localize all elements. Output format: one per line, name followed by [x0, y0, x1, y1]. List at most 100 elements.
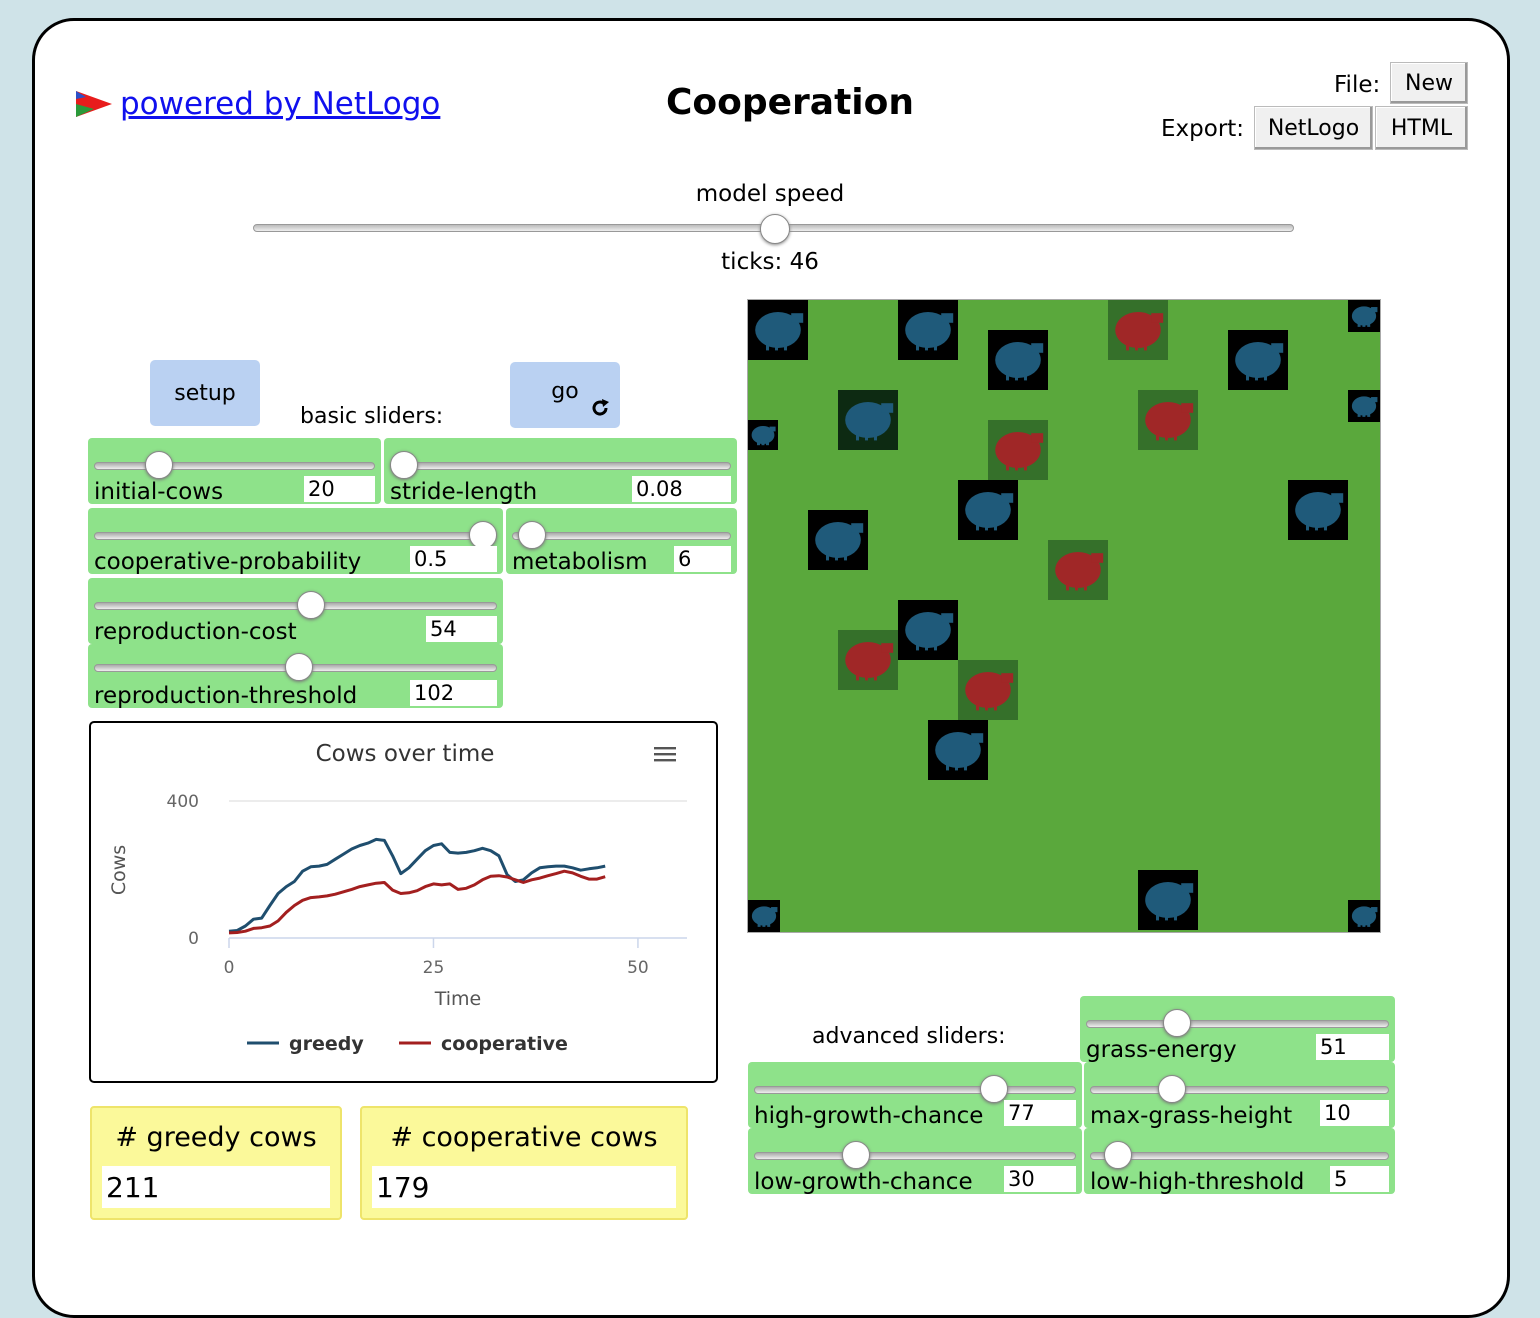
setup-button[interactable]: setup: [150, 360, 260, 426]
slider-thumb[interactable]: [296, 591, 325, 619]
slider-name: stride-length: [390, 479, 538, 505]
y-tick-label: 0: [188, 929, 199, 949]
slider-value[interactable]: 77: [1004, 1100, 1076, 1126]
greedy-cow-icon: [1145, 882, 1194, 921]
plot-grid: [229, 800, 687, 939]
slider-track[interactable]: [94, 462, 375, 470]
slider-thumb[interactable]: [980, 1075, 1009, 1103]
slider-stride-length[interactable]: stride-length 0.08: [384, 438, 737, 505]
new-button[interactable]: New: [1390, 62, 1468, 104]
slider-value[interactable]: 102: [410, 680, 497, 706]
slider-value[interactable]: 30: [1004, 1166, 1076, 1192]
slider-track[interactable]: [1090, 1152, 1389, 1160]
slider-thumb[interactable]: [390, 451, 418, 479]
slider-thumb[interactable]: [1103, 1141, 1132, 1169]
slider-max-grass-height[interactable]: max-grass-height 10: [1084, 1062, 1395, 1129]
hamburger-menu-icon[interactable]: [654, 747, 676, 762]
cooperative-cow-icon: [1055, 552, 1104, 591]
greedy-cow-icon: [1351, 906, 1378, 927]
x-axis-label: Time: [434, 988, 482, 1010]
greedy-cow-icon: [1235, 342, 1284, 381]
slider-name: low-growth-chance: [754, 1169, 973, 1195]
model-speed-thumb[interactable]: [759, 214, 790, 244]
slider-name: reproduction-threshold: [94, 683, 358, 709]
world-view[interactable]: [747, 299, 1381, 933]
netlogo-logo-icon: [76, 91, 112, 117]
greedy-cow-icon: [1295, 492, 1344, 531]
plot-canvas: Cows over time Cows Time 0 25 50 0 400 greed…: [108, 741, 687, 1055]
legend-label-cooperative: cooperative: [441, 1033, 568, 1055]
slider-high-growth-chance[interactable]: high-growth-chance 77: [748, 1062, 1082, 1129]
slider-value[interactable]: 6: [674, 546, 731, 572]
slider-thumb[interactable]: [842, 1141, 871, 1169]
slider-track[interactable]: [1090, 1086, 1389, 1094]
slider-track[interactable]: [1086, 1020, 1389, 1028]
powered-by-netlogo-link[interactable]: powered by NetLogo: [74, 84, 440, 124]
slider-name: max-grass-height: [1090, 1103, 1293, 1129]
go-label: go: [551, 378, 579, 404]
slider-thumb[interactable]: [285, 653, 314, 681]
slider-cooperative-probability[interactable]: cooperative-probability 0.5: [88, 508, 503, 575]
slider-name: metabolism: [512, 549, 648, 575]
monitor-value: 211: [102, 1166, 330, 1208]
slider-low-high-threshold[interactable]: low-high-threshold 5: [1084, 1128, 1395, 1195]
slider-name: high-growth-chance: [754, 1103, 984, 1129]
slider-track[interactable]: [754, 1086, 1076, 1094]
slider-thumb[interactable]: [517, 521, 546, 549]
slider-value[interactable]: 0.5: [410, 546, 497, 572]
x-tick-label: 25: [423, 958, 445, 978]
world-canvas[interactable]: [748, 300, 1380, 932]
slider-name: grass-energy: [1086, 1037, 1237, 1063]
slider-initial-cows[interactable]: initial-cows 20: [88, 438, 381, 505]
greedy-cow-icon: [815, 522, 864, 561]
go-button[interactable]: go: [510, 362, 620, 428]
x-tick-label: 0: [224, 958, 235, 978]
slider-reproduction-threshold[interactable]: reproduction-threshold 102: [88, 644, 503, 709]
slider-value[interactable]: 10: [1320, 1100, 1389, 1126]
plot-legend[interactable]: greedy cooperative: [247, 1033, 568, 1055]
greedy-cow-icon: [935, 732, 984, 771]
y-axis-label: Cows: [108, 845, 130, 895]
y-tick-label: 400: [167, 792, 199, 812]
slider-track[interactable]: [512, 532, 731, 540]
slider-track[interactable]: [94, 532, 497, 540]
slider-name: cooperative-probability: [94, 549, 362, 575]
greedy-cow-icon: [995, 342, 1044, 381]
greedy-cow-icon: [905, 612, 954, 651]
slider-thumb[interactable]: [469, 521, 497, 549]
slider-value[interactable]: 0.08: [632, 476, 731, 502]
slider-track[interactable]: [94, 602, 497, 610]
slider-thumb[interactable]: [144, 451, 173, 479]
greedy-cow-icon: [1351, 396, 1378, 417]
slider-reproduction-cost[interactable]: reproduction-cost 54: [88, 578, 503, 645]
slider-thumb[interactable]: [1163, 1009, 1191, 1037]
plot-series: [228, 837, 606, 935]
slider-name: reproduction-cost: [94, 619, 297, 645]
slider-track[interactable]: [754, 1152, 1076, 1160]
slider-grass-energy[interactable]: grass-energy 51: [1080, 996, 1395, 1063]
slider-value[interactable]: 51: [1316, 1034, 1389, 1060]
slider-metabolism[interactable]: metabolism 6: [506, 508, 737, 575]
slider-name: initial-cows: [94, 479, 224, 505]
cooperative-cow-icon: [845, 642, 894, 681]
cooperative-cow-icon: [1115, 312, 1164, 351]
x-tick-label: 50: [627, 958, 649, 978]
cows-over-time-plot: Cows over time Cows Time 0 25 50 0 400 greed…: [89, 721, 718, 1083]
file-label: File:: [1334, 72, 1381, 98]
export-label: Export:: [1161, 116, 1245, 142]
slider-value[interactable]: 20: [304, 476, 375, 502]
slider-thumb[interactable]: [1157, 1075, 1186, 1103]
slider-value[interactable]: 5: [1330, 1166, 1389, 1192]
slider-low-growth-chance[interactable]: low-growth-chance 30: [748, 1128, 1082, 1195]
monitor-label: # greedy cows: [115, 1122, 317, 1153]
monitor-greedy-cows: # greedy cows 211: [90, 1106, 342, 1220]
slider-value[interactable]: 54: [426, 616, 497, 642]
greedy-cow-icon: [751, 426, 776, 446]
cooperative-cow-icon: [995, 432, 1044, 471]
legend-label-greedy: greedy: [289, 1033, 364, 1055]
greedy-cow-icon: [905, 312, 954, 351]
slider-track[interactable]: [390, 462, 731, 470]
monitor-cooperative-cows: # cooperative cows 179: [360, 1106, 688, 1220]
export-html-button[interactable]: HTML: [1375, 106, 1468, 150]
export-netlogo-button[interactable]: NetLogo: [1254, 106, 1373, 150]
